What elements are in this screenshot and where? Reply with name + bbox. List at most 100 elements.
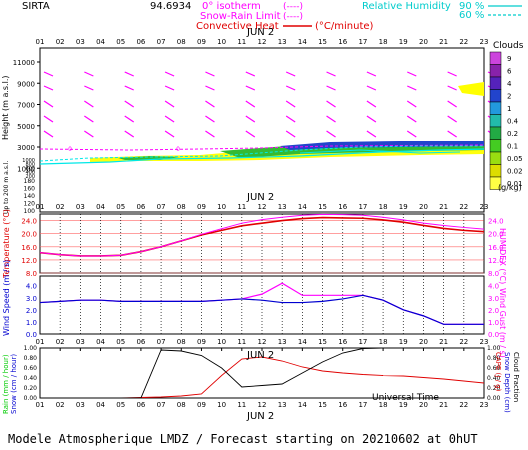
hour-label-mid: 04: [96, 203, 105, 211]
isotherm-label: 0: [176, 146, 180, 153]
cape-tick-label: 0.40: [487, 375, 501, 382]
wind-speed-tick-label: 4.0: [26, 283, 37, 291]
clouds-scale-swatch: [489, 176, 502, 190]
wind-speed-tick-label: 2.0: [26, 307, 37, 315]
hour-label-wind: 14: [298, 338, 307, 346]
low-height-axis-title: Up to 200 m a.s.l.: [3, 161, 10, 214]
wind-barb: [205, 100, 215, 108]
wind-barb: [84, 71, 94, 77]
hour-label-mid: 17: [358, 203, 367, 211]
hour-label-mid: 13: [278, 203, 287, 211]
wind-barb: [326, 115, 336, 123]
wind-barb: [285, 130, 296, 138]
legend-isotherm: 0° isotherm: [202, 1, 261, 12]
site-label: SIRTA: [22, 1, 50, 12]
clouds-scale-label: 0.05: [507, 155, 523, 163]
wind-barb: [124, 71, 134, 77]
hour-label-bottom: 17: [358, 401, 367, 409]
date-label-middle: JUN 2: [246, 192, 274, 203]
wind-barb: [447, 71, 457, 77]
hour-label-wind: 01: [36, 338, 45, 346]
station-code: 94.6934: [150, 1, 191, 12]
wind-barb: [245, 130, 256, 138]
hour-label-top: 16: [338, 38, 347, 46]
hour-label-mid: 19: [399, 203, 408, 211]
cloud-fraction-line: [40, 347, 484, 399]
hour-label-top: 23: [480, 38, 489, 46]
hour-label-mid: 20: [419, 203, 428, 211]
hour-label-mid: 07: [157, 203, 166, 211]
hour-label-mid: 01: [36, 203, 45, 211]
footer-title: Modele Atmospherique LMDZ / Forecast sta…: [8, 432, 478, 446]
hour-label-bottom: 10: [217, 401, 226, 409]
hour-label-bottom: 08: [177, 401, 186, 409]
hour-label-wind: 10: [217, 338, 226, 346]
hour-label-bottom: 16: [338, 401, 347, 409]
hour-label-mid: 10: [217, 203, 226, 211]
clouds-scale-swatch: [489, 89, 502, 103]
temperature-tick-label: 20.0: [21, 231, 37, 239]
wind-barb: [447, 115, 457, 123]
legend-convective: Convective Heat: [196, 21, 279, 32]
wind-barb: [245, 100, 256, 108]
hour-label-mid: 09: [197, 203, 206, 211]
footer-date: JUN 2: [246, 411, 274, 422]
wind-barb: [407, 71, 417, 77]
hour-label-bottom: 21: [439, 401, 448, 409]
legend-convective-unit: (°C/minute): [315, 21, 374, 32]
wind-barb: [43, 130, 54, 138]
wind-speed-tick-label: 3.0: [26, 295, 37, 303]
hour-label-wind: 19: [399, 338, 408, 346]
wind-barb: [43, 100, 54, 108]
wind-speed-axis-title: Wind Speed (m / s): [2, 260, 11, 336]
hour-label-mid: 12: [258, 203, 267, 211]
hour-label-top: 14: [298, 38, 307, 46]
cape-tick-label: 0.80: [487, 355, 501, 362]
wind-barb: [205, 115, 215, 123]
rh-90-contour: [39, 148, 485, 165]
hour-label-wind: 17: [358, 338, 367, 346]
hour-label-wind: 12: [258, 338, 267, 346]
wind-barb: [43, 115, 54, 123]
hour-label-mid: 03: [76, 203, 85, 211]
temperature-tick-label: 8.0: [26, 270, 37, 278]
height-tick-label: 9000: [17, 80, 35, 88]
wind-barb: [124, 100, 135, 108]
wind-frame: [39, 275, 485, 335]
humidex-axis-title: HUMIDEX (°C): [498, 228, 507, 284]
snow-axis-title: Snow (cm / hour): [10, 354, 18, 414]
hour-label-top: 11: [237, 38, 246, 46]
height-tick-label-mid: 200: [25, 174, 35, 180]
hour-label-mid: 21: [439, 203, 448, 211]
wind-barb: [205, 130, 215, 138]
wind-gust-tick-label: 2.0: [488, 307, 499, 315]
hour-label-wind: 13: [278, 338, 287, 346]
clouds-scale-label: 6: [507, 68, 512, 76]
wind-gust-tick-label: 4.0: [488, 283, 499, 291]
wind-barb: [164, 85, 175, 91]
rain-tick-label: 0.60: [24, 365, 38, 372]
cape-tick-label: 1.00: [487, 345, 501, 352]
height-tick-label-mid: 800: [25, 162, 35, 168]
clouds-scale-label: 0.02: [507, 168, 523, 176]
hour-label-top: 08: [177, 38, 186, 46]
hour-label-top: 05: [116, 38, 125, 46]
hour-label-bottom: 04: [96, 401, 105, 409]
height-tick-label-low: 160: [24, 186, 36, 193]
hour-label-mid: 02: [56, 203, 65, 211]
wind-barb: [84, 85, 94, 91]
hour-label-mid: 14: [298, 203, 307, 211]
hour-label-top: 04: [96, 38, 105, 46]
hour-label-bottom: 20: [419, 401, 428, 409]
hour-label-bottom: 06: [136, 401, 145, 409]
wind-barb: [285, 115, 296, 123]
clouds-scale-swatch: [489, 164, 502, 178]
clouds-scale-swatch: [489, 64, 502, 78]
hour-label-mid: 23: [480, 203, 489, 211]
wind-gust-tick-label: 1.0: [488, 319, 499, 327]
rh-contour-lower: [299, 149, 461, 154]
hour-label-top: 02: [56, 38, 65, 46]
upper-air-frame: [39, 47, 485, 213]
isotherm-label: 0: [68, 146, 72, 153]
hour-label-wind: 22: [459, 338, 468, 346]
